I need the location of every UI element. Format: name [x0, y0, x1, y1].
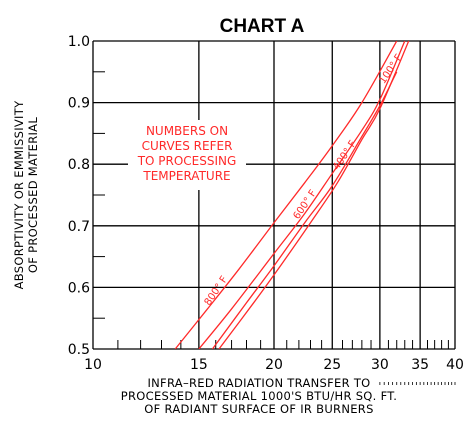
x-tick-label: 35	[411, 357, 429, 373]
curve-600f	[198, 41, 406, 349]
y-axis-label-line: OF PROCESSED MATERIAL	[26, 117, 40, 273]
y-tick-label: 1.0	[68, 34, 90, 50]
y-tick-labels: 0.5 0.6 0.7 0.8 0.9 1.0	[68, 34, 90, 358]
annotation-line: CURVES REFER	[142, 139, 233, 153]
x-axis-label: INFRA–RED RADIATION TRANSFER TOPROCESSED…	[121, 376, 397, 416]
x-tick-label: 25	[323, 357, 341, 373]
y-tick-label: 0.9	[68, 96, 90, 112]
y-axis-label: ABSORPTIVITY OR EMMISSIVITY OF PROCESSED …	[12, 100, 40, 289]
x-axis-label-line: INFRA–RED RADIATION TRANSFER TO	[147, 376, 370, 390]
annotation-line: TO PROCESSING	[137, 154, 237, 168]
annotation-line: NUMBERS ON	[146, 124, 228, 138]
curve-400f	[211, 71, 398, 349]
grid	[92, 40, 456, 350]
curve-100f	[218, 41, 410, 349]
y-tick-label: 0.6	[68, 280, 90, 296]
x-tick-label: 20	[265, 357, 283, 373]
x-tick-label: 10	[84, 357, 102, 373]
y-tick-label: 0.5	[68, 342, 90, 358]
y-axis-label-line: ABSORPTIVITY OR EMMISSIVITY	[12, 100, 26, 289]
curves	[174, 41, 410, 349]
y-tick-label: 0.7	[68, 219, 90, 235]
curve-800f	[174, 41, 398, 349]
x-tick-labels: 10 15 20 25 30 35 40	[84, 357, 464, 373]
annotation-background	[128, 120, 246, 190]
chart-title: CHART A	[220, 16, 305, 37]
annotation-line: TEMPERATURE	[142, 169, 230, 183]
x-tick-label: 40	[446, 357, 464, 373]
y-tick-label: 0.8	[68, 157, 90, 173]
curve-label: 800° F	[203, 274, 231, 308]
curve-label: 400° F	[331, 139, 359, 173]
x-tick-label: 30	[371, 357, 389, 373]
x-axis-label-line: OF RADIANT SURFACE OF IR BURNERS	[144, 402, 373, 416]
x-axis-label-line: PROCESSED MATERIAL 1000'S BTU/HR SQ. FT.	[121, 389, 397, 403]
x-tick-label: 15	[190, 357, 208, 373]
